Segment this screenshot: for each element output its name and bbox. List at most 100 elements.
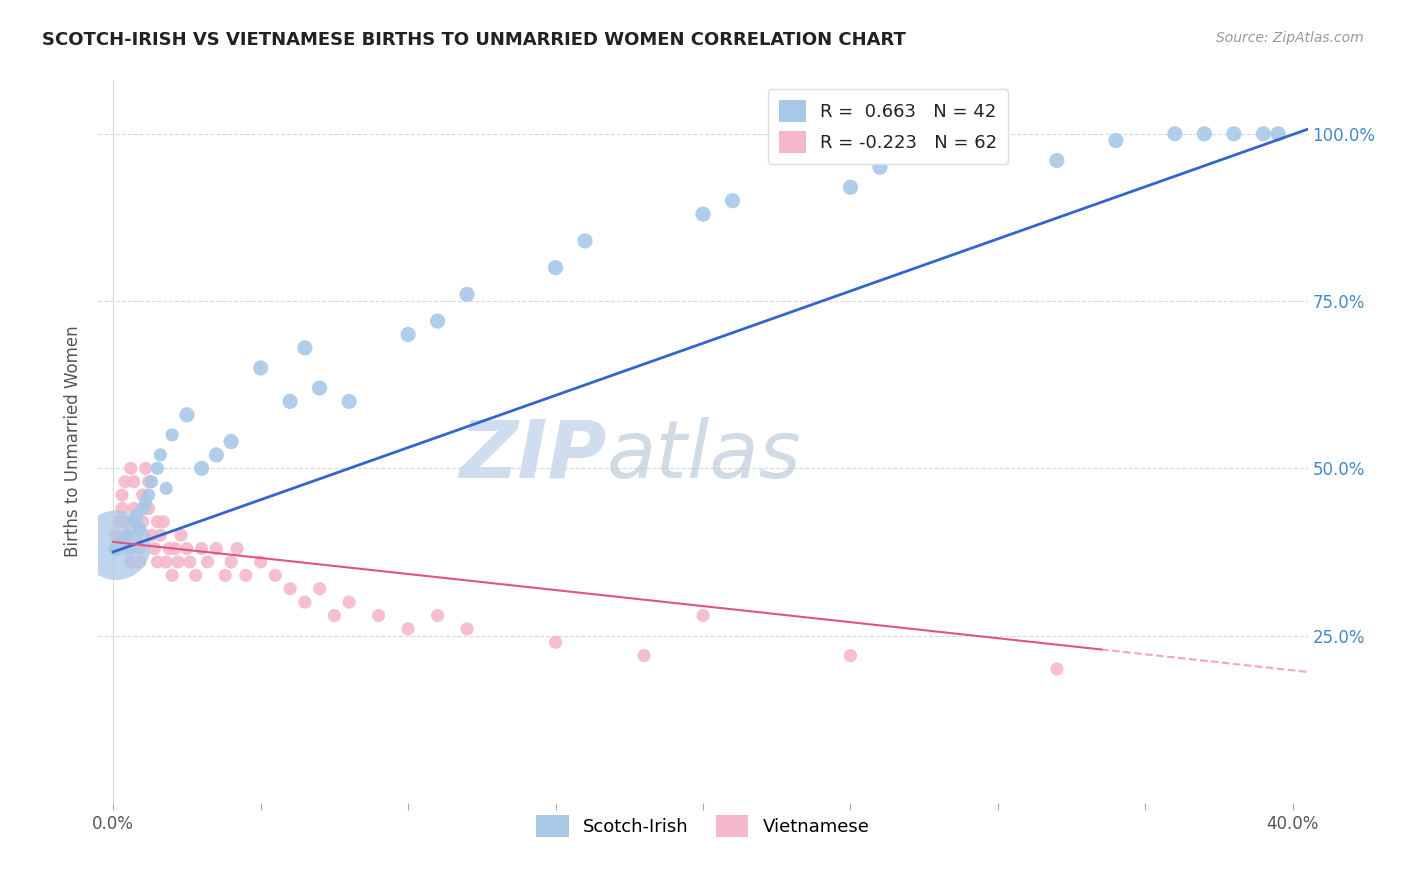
- Point: [131, 501, 153, 516]
- Point: [157, 541, 180, 556]
- Point: [205, 448, 228, 462]
- Text: ZIP: ZIP: [458, 417, 606, 495]
- Point: [176, 541, 198, 556]
- Point: [456, 287, 478, 301]
- Point: [120, 555, 142, 569]
- Point: [128, 555, 150, 569]
- Text: atlas: atlas: [606, 417, 801, 495]
- Point: [898, 147, 921, 161]
- Point: [149, 528, 172, 542]
- Point: [839, 648, 862, 663]
- Point: [138, 501, 160, 516]
- Point: [160, 427, 183, 442]
- Point: [114, 475, 136, 489]
- Point: [105, 541, 128, 556]
- Point: [278, 394, 301, 409]
- Point: [128, 521, 150, 535]
- Point: [235, 568, 257, 582]
- Point: [308, 381, 330, 395]
- Point: [219, 434, 242, 449]
- Point: [1164, 127, 1187, 141]
- Point: [426, 314, 449, 328]
- Point: [111, 534, 134, 549]
- Point: [128, 541, 150, 556]
- Point: [170, 528, 193, 542]
- Point: [135, 494, 157, 508]
- Point: [108, 534, 131, 549]
- Point: [190, 541, 212, 556]
- Point: [1267, 127, 1289, 141]
- Point: [544, 635, 567, 649]
- Point: [219, 555, 242, 569]
- Point: [633, 648, 655, 663]
- Point: [184, 568, 207, 582]
- Point: [141, 475, 163, 489]
- Point: [692, 608, 714, 623]
- Point: [138, 488, 160, 502]
- Point: [131, 515, 153, 529]
- Point: [105, 541, 128, 556]
- Point: [1105, 134, 1128, 148]
- Point: [214, 568, 236, 582]
- Point: [111, 501, 134, 516]
- Point: [160, 568, 183, 582]
- Point: [125, 528, 148, 542]
- Point: [197, 555, 219, 569]
- Point: [249, 361, 271, 376]
- Point: [117, 528, 139, 542]
- Point: [179, 555, 201, 569]
- Point: [396, 622, 419, 636]
- Point: [152, 515, 174, 529]
- Point: [456, 622, 478, 636]
- Point: [337, 394, 360, 409]
- Point: [190, 461, 212, 475]
- Text: Source: ZipAtlas.com: Source: ZipAtlas.com: [1216, 31, 1364, 45]
- Point: [135, 461, 157, 475]
- Point: [120, 461, 142, 475]
- Point: [143, 541, 166, 556]
- Point: [249, 555, 271, 569]
- Point: [149, 448, 172, 462]
- Point: [721, 194, 744, 208]
- Point: [146, 515, 169, 529]
- Point: [105, 528, 128, 542]
- Point: [125, 508, 148, 523]
- Text: SCOTCH-IRISH VS VIETNAMESE BIRTHS TO UNMARRIED WOMEN CORRELATION CHART: SCOTCH-IRISH VS VIETNAMESE BIRTHS TO UNM…: [42, 31, 905, 49]
- Y-axis label: Births to Unmarried Women: Births to Unmarried Women: [63, 326, 82, 558]
- Point: [122, 515, 145, 529]
- Point: [105, 538, 128, 552]
- Point: [122, 501, 145, 516]
- Point: [114, 515, 136, 529]
- Point: [155, 482, 177, 496]
- Point: [165, 541, 187, 556]
- Point: [278, 582, 301, 596]
- Point: [1253, 127, 1275, 141]
- Legend: Scotch-Irish, Vietnamese: Scotch-Irish, Vietnamese: [529, 808, 877, 845]
- Point: [120, 541, 142, 556]
- Point: [264, 568, 287, 582]
- Point: [396, 327, 419, 342]
- Point: [205, 541, 228, 556]
- Point: [869, 161, 891, 175]
- Point: [122, 475, 145, 489]
- Point: [111, 488, 134, 502]
- Point: [108, 515, 131, 529]
- Point: [574, 234, 596, 248]
- Point: [544, 260, 567, 275]
- Point: [131, 488, 153, 502]
- Point: [117, 541, 139, 556]
- Point: [692, 207, 714, 221]
- Point: [1223, 127, 1246, 141]
- Point: [426, 608, 449, 623]
- Point: [1046, 662, 1069, 676]
- Point: [146, 461, 169, 475]
- Point: [135, 501, 157, 516]
- Point: [176, 408, 198, 422]
- Point: [226, 541, 249, 556]
- Point: [155, 555, 177, 569]
- Point: [138, 475, 160, 489]
- Point: [1194, 127, 1216, 141]
- Point: [323, 608, 346, 623]
- Point: [146, 555, 169, 569]
- Point: [125, 515, 148, 529]
